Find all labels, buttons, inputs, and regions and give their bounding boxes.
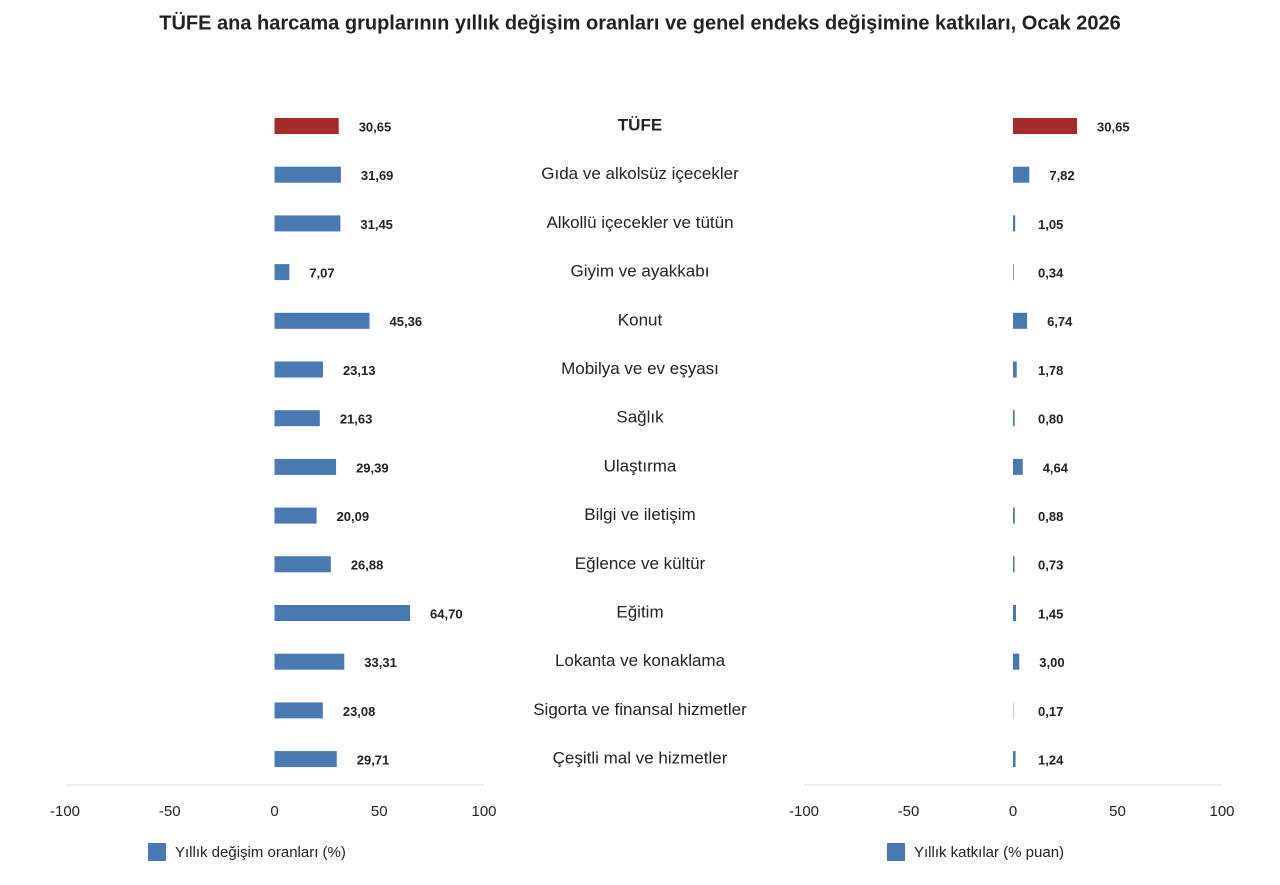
value-label: 4,64 <box>1043 460 1069 475</box>
legend-swatch <box>148 843 166 861</box>
value-label: 33,31 <box>364 655 397 670</box>
value-label: 0,17 <box>1038 704 1063 719</box>
bar <box>1013 166 1030 183</box>
value-label: 23,08 <box>343 704 376 719</box>
category-label: Sigorta ve finansal hizmetler <box>533 700 747 719</box>
value-label: 21,63 <box>340 412 373 427</box>
value-label: 30,65 <box>359 119 392 134</box>
value-label: 64,70 <box>430 606 463 621</box>
value-label: 26,88 <box>351 558 384 573</box>
bar <box>274 702 323 719</box>
bar <box>274 215 341 232</box>
bar <box>1013 410 1015 427</box>
bar <box>274 605 411 621</box>
value-label: 1,05 <box>1038 217 1063 232</box>
category-label: Ulaştırma <box>604 456 677 475</box>
legend-label: Yıllık katkılar (% puan) <box>914 844 1064 861</box>
value-label: 29,39 <box>356 460 389 475</box>
value-label: 0,80 <box>1038 412 1063 427</box>
category-label: Alkollü içecekler ve tütün <box>546 213 733 232</box>
bar <box>1013 264 1014 281</box>
value-label: 31,69 <box>361 168 394 183</box>
legend-swatch <box>887 843 905 861</box>
value-label: 23,13 <box>343 363 376 378</box>
bar <box>274 751 337 768</box>
bar <box>274 653 345 670</box>
bar <box>274 410 320 427</box>
x-tick-label: 100 <box>1209 803 1234 820</box>
category-label: Mobilya ve ev eşyası <box>561 359 719 378</box>
value-label: 7,07 <box>309 266 334 281</box>
value-label: 7,82 <box>1049 168 1074 183</box>
bar <box>1013 312 1028 329</box>
x-tick-label: 50 <box>371 803 388 820</box>
value-label: 0,34 <box>1038 266 1064 281</box>
value-label: 6,74 <box>1047 314 1073 329</box>
x-tick-label: 50 <box>1109 803 1126 820</box>
bar <box>274 361 323 378</box>
category-label: Gıda ve alkolsüz içecekler <box>541 164 739 183</box>
value-label: 45,36 <box>390 314 423 329</box>
x-tick-label: -50 <box>159 803 181 820</box>
bar <box>1013 653 1020 670</box>
category-label: Eğlence ve kültür <box>575 554 706 573</box>
bar <box>274 118 339 134</box>
value-label: 30,65 <box>1097 119 1130 134</box>
bar <box>274 312 370 329</box>
value-label: 0,88 <box>1038 509 1063 524</box>
value-label: 31,45 <box>360 217 393 232</box>
value-label: 29,71 <box>357 753 390 768</box>
value-label: 3,00 <box>1039 655 1064 670</box>
x-tick-label: -100 <box>50 803 80 820</box>
category-label: TÜFE <box>618 115 662 134</box>
legend-label: Yıllık değişim oranları (%) <box>175 844 346 861</box>
bar <box>274 166 341 183</box>
bar <box>1013 556 1015 573</box>
bar <box>274 556 331 573</box>
category-label: Bilgi ve iletişim <box>584 505 695 524</box>
category-label: Konut <box>618 310 663 329</box>
value-label: 20,09 <box>337 509 370 524</box>
value-label: 1,45 <box>1038 606 1063 621</box>
category-label: Sağlık <box>616 408 664 427</box>
bar <box>274 264 290 281</box>
bar <box>274 507 317 524</box>
bar <box>1013 215 1016 232</box>
category-label: Giyim ve ayakkabı <box>571 262 710 281</box>
x-tick-label: -100 <box>789 803 819 820</box>
category-label: Eğitim <box>616 602 663 621</box>
x-tick-label: -50 <box>898 803 920 820</box>
x-tick-label: 100 <box>471 803 496 820</box>
value-label: 1,78 <box>1038 363 1063 378</box>
bar <box>1013 751 1016 768</box>
x-tick-label: 0 <box>270 803 278 820</box>
bar <box>1013 507 1015 524</box>
bar <box>1013 605 1017 621</box>
category-label: Çeşitli mal ve hizmetler <box>553 749 728 768</box>
chart-title: TÜFE ana harcama gruplarının yıllık deği… <box>159 11 1121 34</box>
value-label: 0,73 <box>1038 558 1063 573</box>
x-tick-label: 0 <box>1009 803 1017 820</box>
bar <box>1013 118 1078 134</box>
bar <box>1013 458 1023 475</box>
bar <box>274 458 337 475</box>
category-label: Lokanta ve konaklama <box>555 651 726 670</box>
value-label: 1,24 <box>1038 753 1064 768</box>
bar <box>1013 361 1017 378</box>
